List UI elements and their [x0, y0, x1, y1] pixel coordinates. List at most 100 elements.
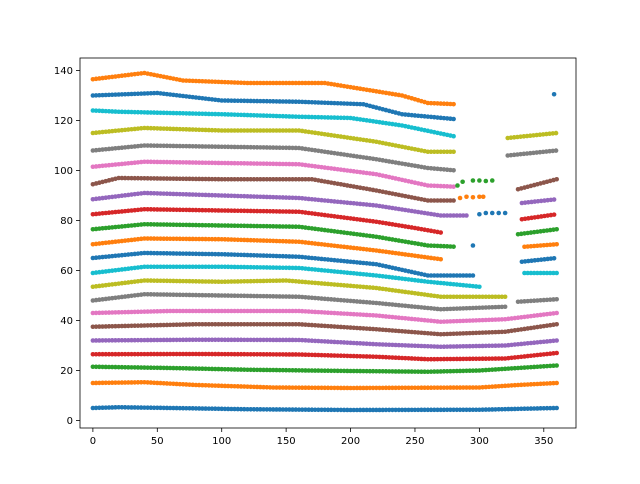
data-point-series-0	[541, 405, 547, 411]
data-point-series-12	[428, 243, 434, 248]
data-point-series-2	[212, 366, 218, 372]
data-point-series-18	[435, 149, 440, 155]
data-point-series-19	[151, 110, 157, 115]
data-point-series-0	[222, 406, 228, 412]
data-point-series-9	[158, 264, 163, 270]
data-point-series-8	[470, 294, 476, 300]
data-point-series-11	[277, 238, 282, 244]
x-tick-label: 250	[405, 436, 424, 447]
data-point-series-17	[248, 144, 253, 150]
data-point-series-0	[209, 406, 215, 411]
data-point-series-12	[161, 222, 167, 227]
data-point-series-4	[90, 338, 96, 343]
data-point-series-11	[200, 236, 205, 242]
data-point-series-20	[341, 101, 347, 106]
data-point-series-0	[341, 407, 347, 413]
data-point-series-20	[251, 98, 257, 104]
data-point-series-7	[267, 293, 273, 299]
data-point-series-13	[161, 207, 167, 212]
data-point-series-12	[251, 223, 257, 229]
data-point-series-5	[258, 321, 263, 327]
data-point-series-16	[290, 161, 295, 167]
data-point-series-2	[90, 364, 96, 370]
data-point-series-2	[97, 364, 102, 370]
data-point-series-13	[274, 209, 279, 214]
data-point-series-6	[241, 308, 247, 314]
data-point-series-12	[554, 226, 559, 232]
data-point-series-10	[277, 253, 282, 259]
data-point-series-18	[553, 130, 559, 136]
data-point-series-12	[203, 222, 208, 228]
data-point-series-8	[270, 278, 276, 284]
data-point-series-3	[100, 351, 105, 357]
data-point-series-2	[303, 368, 308, 373]
data-point-series-15	[451, 198, 456, 203]
data-point-series-12	[212, 223, 218, 228]
data-point-series-8	[248, 278, 253, 284]
data-point-series-0	[396, 407, 402, 413]
data-point-series-8	[261, 278, 266, 284]
data-point-series-4	[151, 337, 157, 343]
data-point-series-12	[187, 222, 192, 228]
data-point-series-9	[174, 264, 179, 270]
data-point-series-12	[177, 222, 183, 228]
data-point-series-20	[248, 98, 253, 104]
data-point-series-15	[216, 176, 221, 182]
data-point-series-15	[554, 176, 559, 182]
data-point-series-19	[138, 110, 144, 115]
y-tick-label: 80	[60, 216, 73, 227]
data-point-series-5	[209, 321, 215, 327]
data-point-series-9	[245, 264, 250, 270]
data-point-series-5	[280, 321, 286, 327]
data-point-series-2	[316, 368, 321, 373]
data-point-series-6	[470, 318, 476, 323]
data-point-series-1	[316, 385, 321, 391]
data-point-series-5	[193, 321, 199, 327]
data-point-series-4	[193, 337, 199, 343]
data-point-series-20	[119, 92, 125, 97]
data-point-series-2	[93, 364, 99, 370]
data-point-series-11	[167, 236, 173, 242]
data-point-series-6	[477, 317, 482, 323]
data-point-series-17	[270, 145, 276, 150]
data-point-series-0	[190, 406, 196, 411]
data-point-series-3	[283, 352, 289, 357]
data-point-series-3	[325, 353, 331, 358]
data-point-series-6	[451, 318, 456, 324]
data-point-series-7	[280, 294, 286, 299]
data-point-series-2	[393, 369, 398, 374]
data-point-series-0	[502, 406, 508, 412]
data-point-series-0	[377, 407, 382, 413]
data-point-series-18	[254, 128, 260, 133]
data-point-series-0	[119, 405, 125, 410]
data-point-series-21	[264, 80, 270, 86]
data-point-series-1	[212, 383, 218, 388]
data-point-series-21	[296, 80, 302, 86]
data-point-series-11	[238, 237, 244, 243]
data-point-series-5	[203, 321, 208, 327]
data-point-series-19	[212, 111, 218, 117]
data-point-series-5	[158, 322, 163, 328]
data-point-series-2	[396, 369, 402, 374]
data-point-series-6	[187, 308, 192, 314]
data-point-series-3	[216, 351, 221, 357]
data-point-series-10	[177, 251, 183, 256]
data-point-series-0	[177, 405, 183, 411]
data-point-series-21	[238, 80, 244, 86]
data-point-series-18	[164, 126, 170, 132]
data-point-extra-2	[480, 194, 486, 200]
data-point-series-19	[122, 109, 128, 115]
data-point-series-6	[206, 308, 212, 314]
data-point-series-4	[158, 337, 163, 343]
data-point-series-4	[499, 343, 505, 348]
data-point-series-19	[132, 109, 138, 115]
data-point-series-4	[196, 337, 202, 343]
data-point-series-0	[93, 405, 99, 411]
data-point-series-16	[428, 183, 434, 188]
data-point-series-2	[126, 365, 131, 370]
data-point-series-3	[248, 351, 253, 357]
data-point-series-3	[428, 356, 434, 362]
data-point-series-0	[277, 407, 282, 412]
data-point-series-16	[158, 159, 163, 165]
data-point-series-0	[515, 406, 521, 412]
